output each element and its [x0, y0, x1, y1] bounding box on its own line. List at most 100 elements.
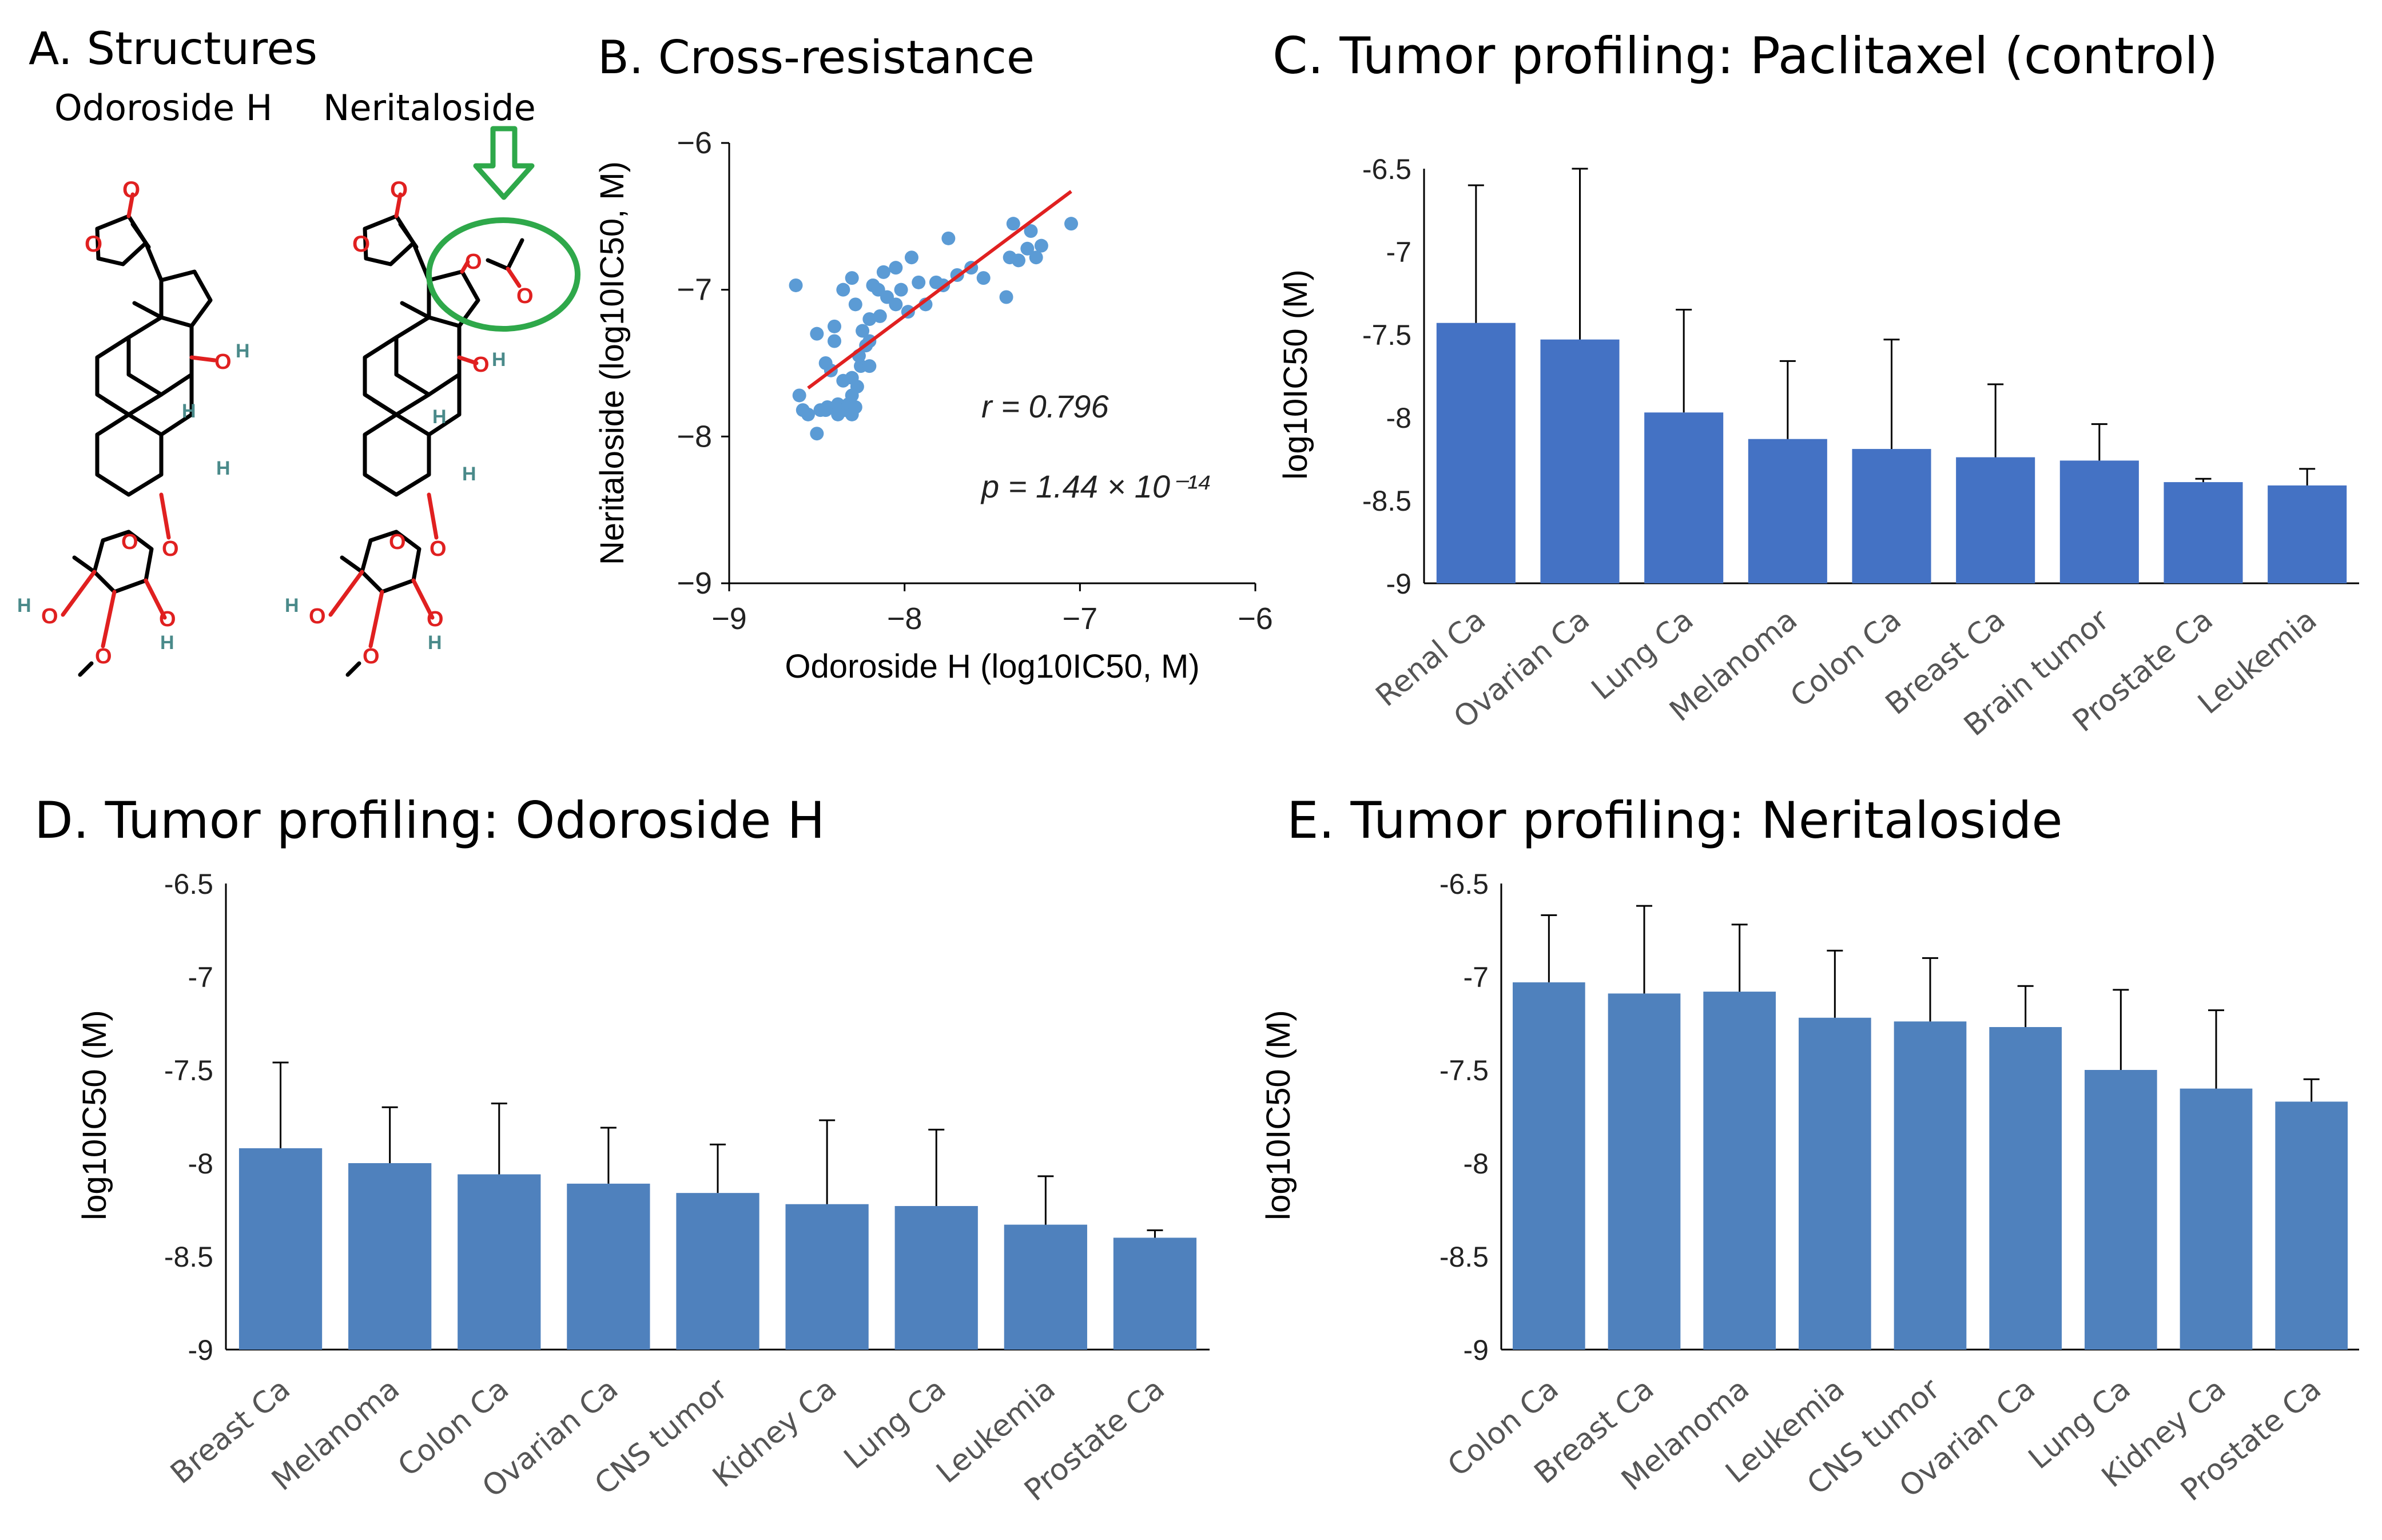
- scatter-point: [828, 334, 841, 348]
- b-x-tick-label: −8: [887, 602, 922, 636]
- d-bar: [1113, 1237, 1197, 1350]
- b-x-axis-label: Odoroside H (log10IC50, M): [785, 648, 1199, 685]
- scatter-point: [894, 282, 908, 297]
- atom-o-label: O: [85, 232, 102, 257]
- steroid-b-ring-lower: [126, 372, 194, 437]
- scatter-point: [856, 324, 870, 338]
- d-y-tick-label: -9: [188, 1334, 213, 1366]
- e-y-tick-label: -8.5: [1439, 1241, 1489, 1273]
- scatter-point: [1034, 238, 1048, 253]
- c-bars: [1436, 168, 2347, 583]
- steroid-c-ring: [394, 315, 462, 397]
- scatter-point: [810, 327, 824, 341]
- carbonyl-bond: [126, 192, 135, 218]
- b-points: [789, 217, 1078, 441]
- atom-h-label: H: [17, 595, 31, 616]
- e-bar: [1703, 992, 1776, 1350]
- methoxy-methyl: [78, 661, 94, 677]
- b-y-tick-label: −7: [677, 273, 712, 307]
- c-bar: [2268, 485, 2347, 583]
- d-bar: [676, 1193, 759, 1350]
- atom-o-label: O: [427, 607, 444, 631]
- d-y-tick-label: -8.5: [164, 1241, 213, 1273]
- c-bar: [1644, 412, 1724, 583]
- atom-h-label: H: [236, 340, 250, 362]
- d-bars: [238, 1061, 1197, 1350]
- sugar-ome-bond: [368, 590, 384, 648]
- d-bar: [567, 1183, 650, 1350]
- scatter-point: [1012, 253, 1025, 268]
- steroid-a-ring: [95, 412, 164, 497]
- c-bar: [1748, 439, 1827, 583]
- methyl-18: [400, 301, 431, 320]
- e-bar: [2085, 1070, 2157, 1350]
- panel-c-bar-chart: C. Tumor profiling: Paclitaxel (control)…: [1272, 26, 2359, 743]
- scatter-point: [828, 319, 841, 333]
- c-y-tick-label: -9: [1386, 568, 1411, 600]
- e-y-tick-label: -7.5: [1439, 1054, 1489, 1087]
- panel-d-title: D. Tumor profiling: Odoroside H: [34, 791, 825, 850]
- atom-o-label: O: [465, 250, 482, 274]
- e-bar: [1989, 1027, 2062, 1350]
- atom-o-label: O: [390, 177, 408, 202]
- d-bar: [238, 1148, 323, 1350]
- atom-h-label: H: [462, 463, 476, 485]
- highlight-circle: [426, 217, 580, 332]
- scatter-point: [789, 278, 803, 292]
- c-y-tick-label: -6.5: [1362, 153, 1411, 185]
- c-y-axis-label: log10IC50 (M): [1277, 269, 1314, 479]
- b-y-tick-label: −9: [677, 566, 712, 600]
- scatter-point: [862, 359, 877, 373]
- butenolide-linker-bond: [144, 241, 164, 282]
- atom-h-label: H: [182, 400, 196, 422]
- steroid-b-ring-lower: [394, 372, 462, 437]
- scatter-point: [810, 427, 824, 441]
- c-bar: [2059, 460, 2139, 583]
- c-bar: [1956, 457, 2035, 583]
- scatter-point: [845, 271, 859, 285]
- atom-o-label: O: [159, 607, 176, 631]
- e-y-tick-label: -9: [1464, 1334, 1489, 1366]
- atom-o-label: O: [122, 177, 140, 202]
- panel-c-title: C. Tumor profiling: Paclitaxel (control): [1272, 26, 2218, 85]
- ester-o-bond: [460, 260, 470, 274]
- panel-e-title: E. Tumor profiling: Neritaloside: [1287, 791, 2063, 850]
- d-bar: [458, 1174, 541, 1350]
- scatter-point: [836, 282, 850, 297]
- scatter-point: [873, 309, 887, 323]
- atom-o-label: O: [389, 530, 406, 554]
- c-bar: [1436, 323, 1516, 583]
- atom-h-label: H: [428, 632, 442, 654]
- sugar-ome-bond: [101, 590, 117, 648]
- structure-odoroside-h: O O O H H H O O O H: [17, 177, 250, 677]
- e-bar: [1799, 1017, 1871, 1350]
- b-x-tick-label: −6: [1238, 602, 1273, 636]
- acetyl-carbonyl: [506, 266, 522, 288]
- acetyl-chain: [486, 238, 524, 271]
- d-y-tick-label: -6.5: [164, 868, 213, 900]
- scatter-point: [848, 297, 862, 312]
- e-bar: [2180, 1088, 2253, 1350]
- steroid-d-ring: [159, 269, 213, 328]
- annotation-r: r = 0.796: [981, 388, 1109, 424]
- atom-o-label: O: [121, 530, 138, 554]
- scatter-point: [848, 400, 862, 414]
- oh-14-bond: [457, 355, 479, 365]
- methyl-18: [132, 301, 164, 320]
- sugar-oh-bond: [328, 570, 364, 617]
- panel-a-title: A. Structures: [29, 23, 317, 75]
- scatter-point: [999, 290, 1013, 304]
- steroid-b-ring: [95, 335, 164, 417]
- molecule-label-neritaloside: Neritaloside: [323, 87, 536, 129]
- scatter-point: [941, 231, 956, 245]
- e-bar: [1894, 1021, 1967, 1350]
- d-y-tick-label: -7.5: [164, 1054, 213, 1087]
- atom-o-label: O: [95, 644, 112, 668]
- scatter-point: [1024, 224, 1038, 238]
- e-bar: [1513, 982, 1585, 1350]
- scatter-point: [876, 265, 890, 279]
- sugar-methyl: [72, 555, 97, 574]
- glycosidic-bond: [427, 492, 439, 540]
- panel-a-structures: A. Structures Odoroside H Neritaloside O…: [17, 23, 580, 677]
